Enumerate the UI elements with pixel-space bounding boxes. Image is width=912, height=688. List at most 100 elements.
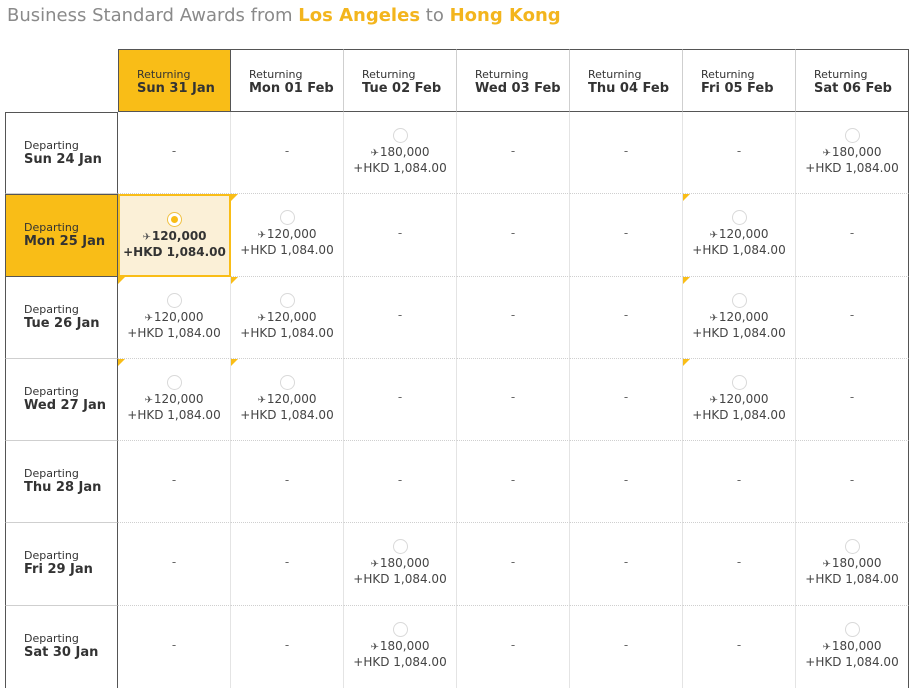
fare-option[interactable]: ✈180,000 +HKD 1,084.00 — [344, 128, 456, 175]
returning-label: Returning — [362, 68, 416, 81]
fare-tax: +HKD 1,084.00 — [353, 161, 447, 175]
fare-cell[interactable]: ✈180,000 +HKD 1,084.00 — [344, 523, 457, 606]
fare-radio[interactable] — [392, 128, 408, 143]
return-date-header[interactable]: Returning Mon 01 Feb — [231, 49, 344, 112]
fare-radio[interactable] — [392, 539, 408, 555]
fare-miles-value: 180,000 — [831, 145, 882, 159]
depart-date-header[interactable]: Departing Mon 25 Jan — [5, 194, 118, 277]
fare-option[interactable]: ✈120,000 +HKD 1,084.00 — [120, 212, 229, 259]
fare-option[interactable]: ✈120,000 +HKD 1,084.00 — [118, 292, 230, 340]
fare-cell[interactable]: ✈120,000 +HKD 1,084.00 — [231, 194, 344, 277]
fare-option[interactable]: ✈180,000 +HKD 1,084.00 — [796, 128, 908, 175]
fare-option[interactable]: ✈180,000 +HKD 1,084.00 — [344, 621, 456, 669]
departing-label: Departing — [24, 384, 79, 398]
fare-cell[interactable]: ✈180,000 +HKD 1,084.00 — [796, 523, 909, 606]
fare-miles: ✈180,000 — [344, 145, 456, 161]
return-date-header[interactable]: Returning Fri 05 Feb — [683, 49, 796, 112]
return-date-header[interactable]: Returning Wed 03 Feb — [457, 49, 570, 112]
fare-cell-unavailable: - — [118, 441, 231, 524]
depart-date-header[interactable]: Departing Fri 29 Jan — [5, 523, 118, 606]
fare-option[interactable]: ✈120,000 +HKD 1,084.00 — [231, 374, 343, 422]
fare-cell[interactable]: ✈120,000 +HKD 1,084.00 — [683, 358, 796, 442]
no-fare-dash: - — [849, 225, 855, 240]
no-fare-dash: - — [510, 555, 516, 570]
fare-radio[interactable] — [167, 212, 182, 228]
plane-icon: ✈ — [370, 559, 379, 571]
fare-cell-unavailable: - — [570, 276, 683, 359]
return-date-header[interactable]: Returning Thu 04 Feb — [570, 49, 683, 112]
page-title: Business Standard Awards from Los Angele… — [7, 4, 561, 28]
no-fare-dash: - — [284, 472, 290, 487]
fare-miles: ✈120,000 — [231, 392, 343, 408]
returning-label: Returning — [249, 68, 303, 81]
fare-radio[interactable] — [731, 292, 747, 308]
fare-radio[interactable] — [844, 621, 860, 637]
depart-date-header[interactable]: Departing Sun 24 Jan — [5, 112, 118, 195]
fare-cell[interactable]: ✈120,000 +HKD 1,084.00 — [683, 194, 796, 277]
fare-cell[interactable]: ✈120,000 +HKD 1,084.00 — [231, 358, 344, 442]
fare-option[interactable]: ✈180,000 +HKD 1,084.00 — [796, 539, 908, 586]
fare-miles-value: 120,000 — [718, 227, 769, 242]
fare-cell[interactable]: ✈120,000 +HKD 1,084.00 — [231, 276, 344, 359]
departing-label: Departing — [24, 467, 79, 481]
no-fare-dash: - — [397, 225, 403, 240]
fare-miles: ✈180,000 — [796, 639, 908, 655]
depart-date-header[interactable]: Departing Thu 28 Jan — [5, 441, 118, 524]
no-fare-dash: - — [623, 308, 629, 323]
no-fare-dash: - — [623, 390, 629, 405]
fare-cell[interactable]: ✈180,000 +HKD 1,084.00 — [344, 605, 457, 688]
fare-radio[interactable] — [731, 374, 747, 390]
fare-radio[interactable] — [166, 292, 182, 308]
return-date-header[interactable]: Returning Sat 06 Feb — [796, 49, 909, 112]
fare-cell[interactable]: ✈120,000 +HKD 1,084.00 — [118, 194, 231, 277]
fare-radio[interactable] — [279, 292, 295, 308]
fare-cell[interactable]: ✈120,000 +HKD 1,084.00 — [683, 276, 796, 359]
return-date-header[interactable]: Returning Sun 31 Jan — [118, 49, 231, 112]
fare-radio[interactable] — [279, 210, 295, 226]
fare-cell-unavailable: - — [231, 112, 344, 195]
depart-date-header[interactable]: Departing Sat 30 Jan — [5, 605, 118, 688]
fare-cell-unavailable: - — [683, 441, 796, 524]
fare-option[interactable]: ✈120,000 +HKD 1,084.00 — [231, 210, 343, 257]
fare-miles-value: 120,000 — [266, 309, 317, 324]
fare-cell-unavailable: - — [457, 194, 570, 277]
grid-corner — [5, 49, 118, 112]
fare-option[interactable]: ✈180,000 +HKD 1,084.00 — [796, 621, 908, 669]
fare-miles: ✈120,000 — [231, 227, 343, 243]
fare-miles: ✈120,000 — [120, 229, 229, 245]
fare-option[interactable]: ✈180,000 +HKD 1,084.00 — [344, 539, 456, 586]
no-fare-dash: - — [510, 308, 516, 323]
fare-radio[interactable] — [731, 210, 747, 226]
fare-miles: ✈120,000 — [231, 310, 343, 326]
fare-cell[interactable]: ✈180,000 +HKD 1,084.00 — [796, 112, 909, 195]
return-date: Thu 04 Feb — [588, 81, 669, 96]
no-fare-dash: - — [510, 143, 516, 158]
plane-icon: ✈ — [257, 230, 266, 242]
fare-option[interactable]: ✈120,000 +HKD 1,084.00 — [231, 292, 343, 340]
fare-radio[interactable] — [166, 374, 182, 390]
fare-option[interactable]: ✈120,000 +HKD 1,084.00 — [683, 374, 795, 422]
fare-cell-unavailable: - — [231, 441, 344, 524]
depart-date-header[interactable]: Departing Tue 26 Jan — [5, 276, 118, 359]
depart-date: Fri 29 Jan — [24, 562, 93, 578]
fare-cell[interactable]: ✈180,000 +HKD 1,084.00 — [344, 112, 457, 195]
no-fare-dash: - — [510, 637, 516, 652]
return-date: Tue 02 Feb — [362, 81, 442, 96]
fare-option[interactable]: ✈120,000 +HKD 1,084.00 — [118, 374, 230, 422]
fare-option[interactable]: ✈120,000 +HKD 1,084.00 — [683, 210, 795, 257]
fare-radio[interactable] — [844, 539, 860, 555]
plane-icon: ✈ — [822, 559, 831, 571]
plane-icon: ✈ — [144, 394, 153, 406]
fare-radio[interactable] — [392, 621, 408, 637]
depart-date-header[interactable]: Departing Wed 27 Jan — [5, 358, 118, 442]
return-date-header[interactable]: Returning Tue 02 Feb — [344, 49, 457, 112]
fare-radio[interactable] — [279, 374, 295, 390]
fare-cell[interactable]: ✈120,000 +HKD 1,084.00 — [118, 358, 231, 442]
fare-cell[interactable]: ✈120,000 +HKD 1,084.00 — [118, 276, 231, 359]
fare-radio[interactable] — [844, 128, 860, 143]
fare-option[interactable]: ✈120,000 +HKD 1,084.00 — [683, 292, 795, 340]
return-date: Sat 06 Feb — [814, 81, 892, 96]
fare-tax: +HKD 1,084.00 — [805, 161, 899, 175]
fare-cell[interactable]: ✈180,000 +HKD 1,084.00 — [796, 605, 909, 688]
no-fare-dash: - — [736, 143, 742, 158]
